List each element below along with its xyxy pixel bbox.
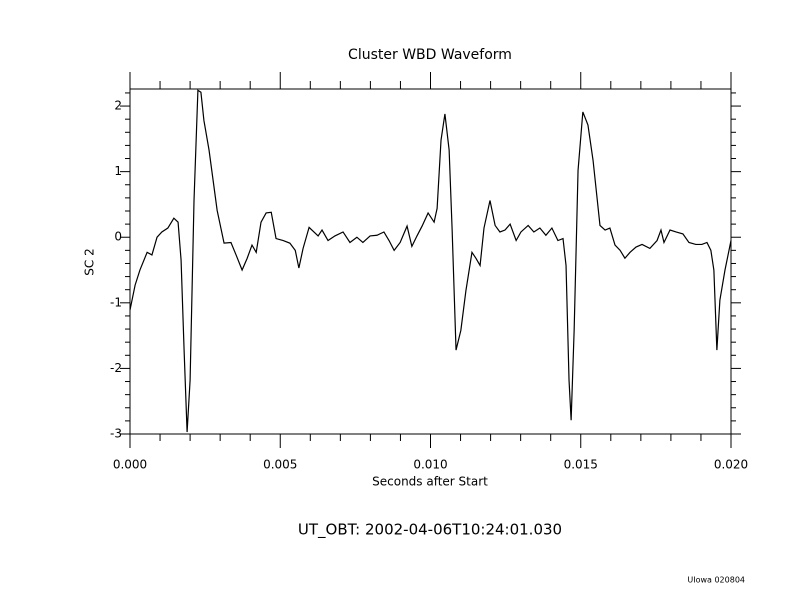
y-tick-label: -3: [110, 427, 122, 441]
x-tick-label: 0.005: [263, 458, 297, 472]
y-tick-label: 0: [114, 230, 122, 244]
annotation: UT_OBT: 2002-04-06T10:24:01.030: [298, 521, 562, 540]
waveform-line: [129, 89, 732, 433]
y-tick-label: -2: [110, 361, 122, 375]
x-tick-label: 0.010: [413, 458, 447, 472]
y-tick-label: 1: [114, 164, 122, 178]
x-axis-label: Seconds after Start: [372, 475, 488, 489]
y-axis-label: SC 2: [83, 248, 97, 275]
x-tick-label: 0.015: [564, 458, 598, 472]
footer: UIowa 020804: [687, 576, 745, 585]
plot-frame: [129, 88, 732, 435]
x-tick-label: 0.000: [113, 458, 147, 472]
x-tick-label: 0.020: [714, 458, 748, 472]
y-tick-label: 2: [114, 99, 122, 113]
chart-title: Cluster WBD Waveform: [348, 47, 512, 63]
y-tick-label: -1: [110, 295, 122, 309]
